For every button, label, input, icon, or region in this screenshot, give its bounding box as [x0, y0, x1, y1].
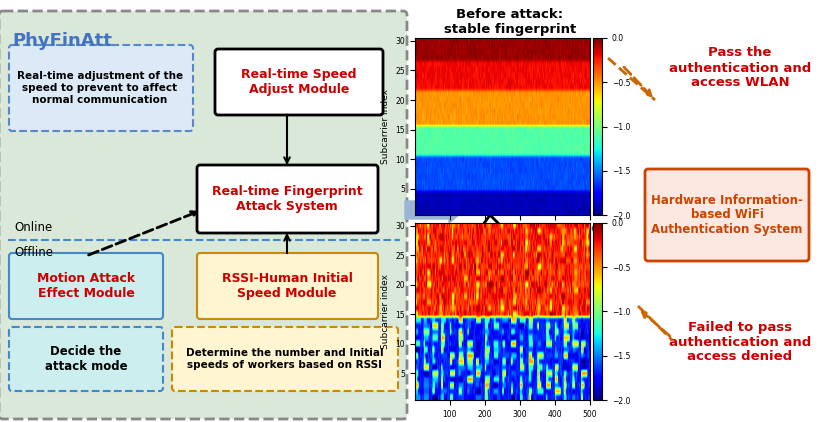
FancyBboxPatch shape	[197, 165, 378, 233]
FancyBboxPatch shape	[9, 327, 163, 391]
FancyBboxPatch shape	[645, 169, 808, 261]
Text: Motion Attack
Effect Module: Motion Attack Effect Module	[37, 272, 135, 300]
FancyArrow shape	[405, 197, 464, 223]
Y-axis label: Subcarrier index: Subcarrier index	[381, 274, 389, 349]
Text: Decide the
attack mode: Decide the attack mode	[44, 345, 127, 373]
Text: Real-time adjustment of the
speed to prevent to affect
normal communication: Real-time adjustment of the speed to pre…	[17, 71, 183, 105]
Text: Attacking: Attacking	[419, 186, 495, 200]
Text: PhyFinAtt: PhyFinAtt	[12, 32, 111, 50]
Text: Online: Online	[14, 221, 52, 234]
FancyBboxPatch shape	[172, 327, 397, 391]
Text: Pass the
authentication and
access WLAN: Pass the authentication and access WLAN	[668, 46, 810, 89]
FancyBboxPatch shape	[0, 11, 406, 419]
FancyBboxPatch shape	[197, 253, 378, 319]
FancyBboxPatch shape	[215, 49, 382, 115]
Text: Real-time Fingerprint
Attack System: Real-time Fingerprint Attack System	[211, 185, 362, 213]
Y-axis label: Subcarrier index: Subcarrier index	[381, 89, 389, 164]
Text: Hardware Information-
based WiFi
Authentication System: Hardware Information- based WiFi Authent…	[650, 194, 802, 236]
Text: Real-time Speed
Adjust Module: Real-time Speed Adjust Module	[241, 68, 356, 96]
FancyBboxPatch shape	[9, 253, 163, 319]
Text: Determine the number and Initial
speeds of workers based on RSSI: Determine the number and Initial speeds …	[186, 348, 383, 370]
Text: After attack:
variable fingerprint: After attack: variable fingerprint	[436, 372, 583, 400]
Text: Failed to pass
authentication and
access denied: Failed to pass authentication and access…	[668, 320, 810, 363]
X-axis label: Sampling frame: Sampling frame	[465, 240, 538, 249]
FancyBboxPatch shape	[9, 45, 192, 131]
Text: Before attack:
stable fingerprint: Before attack: stable fingerprint	[443, 8, 576, 36]
Text: Offline: Offline	[14, 246, 53, 259]
Text: RSSI-Human Initial
Speed Module: RSSI-Human Initial Speed Module	[221, 272, 352, 300]
